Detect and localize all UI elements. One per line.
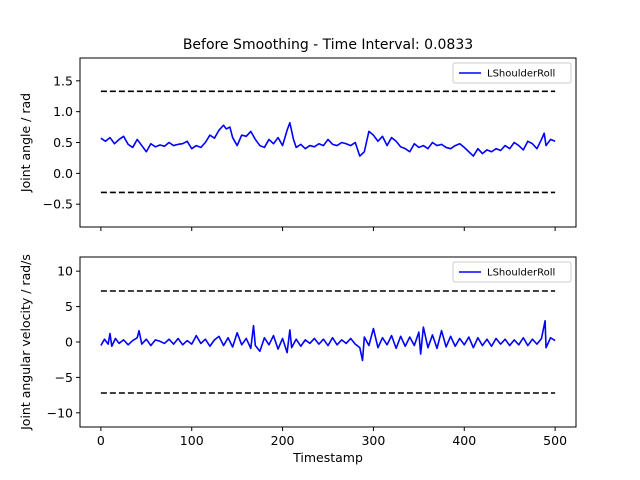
velocity-xtick-label-2: 200 <box>271 433 295 448</box>
velocity-ytick-label-4: 10 <box>57 264 73 279</box>
angle-ytick-label-3: 1.0 <box>53 104 73 119</box>
angle-ytick-label-0: −0.5 <box>43 197 73 212</box>
velocity-xtick-label-4: 400 <box>452 433 476 448</box>
velocity-xtick-label-1: 100 <box>180 433 204 448</box>
velocity-series-0-line <box>100 319 556 362</box>
velocity-subplot: 0 100 200 300 400 500 −10 −5 0 5 10 Joint angular v… <box>18 254 577 465</box>
angle-series-0-line <box>100 121 556 157</box>
velocity-legend-label: LShoulderRoll <box>487 268 555 279</box>
angle-ytick-label-4: 1.5 <box>53 73 73 88</box>
velocity-legend: LShoulderRoll <box>452 261 572 283</box>
velocity-legend-box <box>452 261 572 283</box>
angle-legend-label: LShoulderRoll <box>487 69 555 80</box>
angle-legend: LShoulderRoll <box>452 62 572 84</box>
velocity-ytick-label-1: −5 <box>55 370 73 385</box>
figure-title: Before Smoothing - Time Interval: 0.0833 <box>183 37 473 53</box>
velocity-ytick-label-3: 5 <box>65 299 73 314</box>
angle-ytick-label-2: 0.5 <box>53 135 73 150</box>
angle-ylabel: Joint angle / rad <box>18 93 33 193</box>
angle-subplot: −0.5 0.0 0.5 1.0 1.5 Joint angle / rad LShould… <box>18 57 577 231</box>
velocity-xtick-label-3: 300 <box>361 433 385 448</box>
velocity-ylabel: Joint angular velocity / rad/s <box>18 254 33 431</box>
velocity-xtick-label-0: 0 <box>97 433 105 448</box>
velocity-ytick-label-2: 0 <box>65 335 73 350</box>
velocity-xlabel: Timestamp <box>292 450 363 465</box>
velocity-ytick-label-0: −10 <box>47 405 73 420</box>
angle-ytick-label-1: 0.0 <box>53 166 73 181</box>
angle-legend-box <box>452 62 572 84</box>
velocity-xtick-label-5: 500 <box>543 433 567 448</box>
